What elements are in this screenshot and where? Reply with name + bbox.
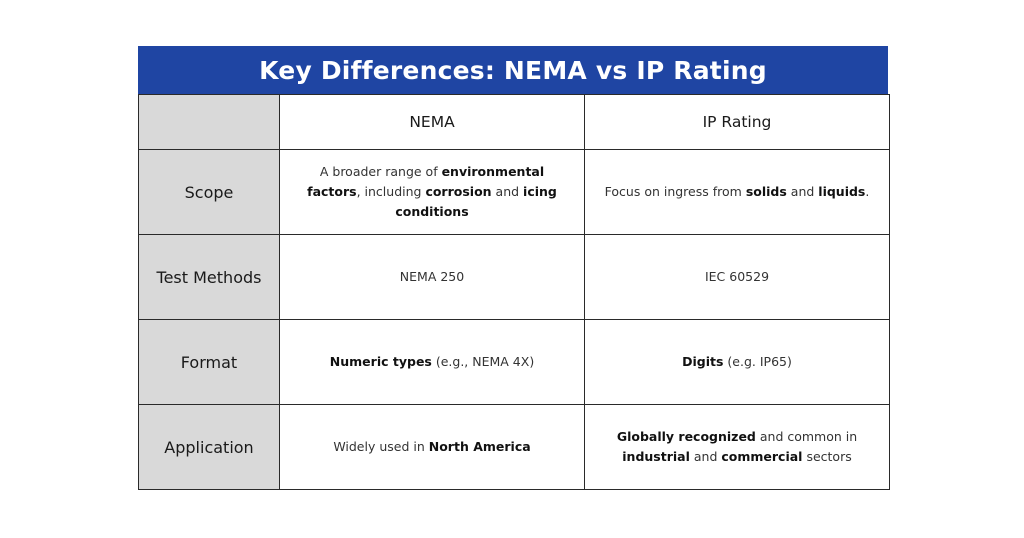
- bold-text: corrosion: [425, 184, 492, 199]
- row-label: Test Methods: [138, 234, 280, 320]
- text: Focus on ingress from: [604, 184, 746, 199]
- text: sectors: [802, 449, 852, 464]
- table-row: Scope A broader range of environmental fa…: [138, 149, 890, 235]
- table-row: Application Widely used in North America G…: [138, 404, 890, 490]
- text: Widely used in: [333, 439, 429, 454]
- header-row: NEMA IP Rating: [138, 94, 890, 150]
- bold-text: Numeric types: [329, 354, 432, 369]
- ip-rating-cell: IEC 60529: [584, 234, 890, 320]
- bold-text: commercial: [721, 449, 803, 464]
- bold-text: solids: [745, 184, 787, 199]
- bold-text: liquids: [818, 184, 866, 199]
- row-label: Format: [138, 319, 280, 405]
- header-ip-rating: IP Rating: [584, 94, 890, 150]
- bold-text: environmental factors: [307, 164, 545, 199]
- text: (e.g. IP65): [723, 354, 792, 369]
- nema-cell: NEMA 250: [279, 234, 585, 320]
- table-row: Test Methods NEMA 250 IEC 60529: [138, 234, 890, 320]
- comparison-table: NEMA IP Rating Scope A broader range of e…: [138, 94, 890, 490]
- text: (e.g., NEMA 4X): [431, 354, 535, 369]
- nema-cell: A broader range of environmental factors…: [279, 149, 585, 235]
- ip-rating-cell: Digits (e.g. IP65): [584, 319, 890, 405]
- bold-text: industrial: [622, 449, 690, 464]
- ip-rating-cell: Focus on ingress from solids and liquids…: [584, 149, 890, 235]
- text: NEMA 250: [399, 269, 465, 284]
- text: and: [491, 184, 524, 199]
- header-corner: [138, 94, 280, 150]
- bold-text: icing conditions: [395, 184, 557, 219]
- bold-text: Globally recognized: [616, 429, 756, 444]
- row-label: Application: [138, 404, 280, 490]
- table-title: Key Differences: NEMA vs IP Rating: [138, 46, 888, 94]
- row-label: Scope: [138, 149, 280, 235]
- ip-rating-cell: Globally recognized and common in indust…: [584, 404, 890, 490]
- text: .: [865, 184, 870, 199]
- nema-cell: Widely used in North America: [279, 404, 585, 490]
- bold-text: Digits: [682, 354, 724, 369]
- text: and common in: [755, 429, 858, 444]
- text: and: [786, 184, 819, 199]
- nema-cell: Numeric types (e.g., NEMA 4X): [279, 319, 585, 405]
- header-nema: NEMA: [279, 94, 585, 150]
- table-row: Format Numeric types (e.g., NEMA 4X) Digit…: [138, 319, 890, 405]
- text: IEC 60529: [704, 269, 770, 284]
- bold-text: North America: [428, 439, 531, 454]
- text: , including: [356, 184, 426, 199]
- text: and: [689, 449, 722, 464]
- text: A broader range of: [319, 164, 442, 179]
